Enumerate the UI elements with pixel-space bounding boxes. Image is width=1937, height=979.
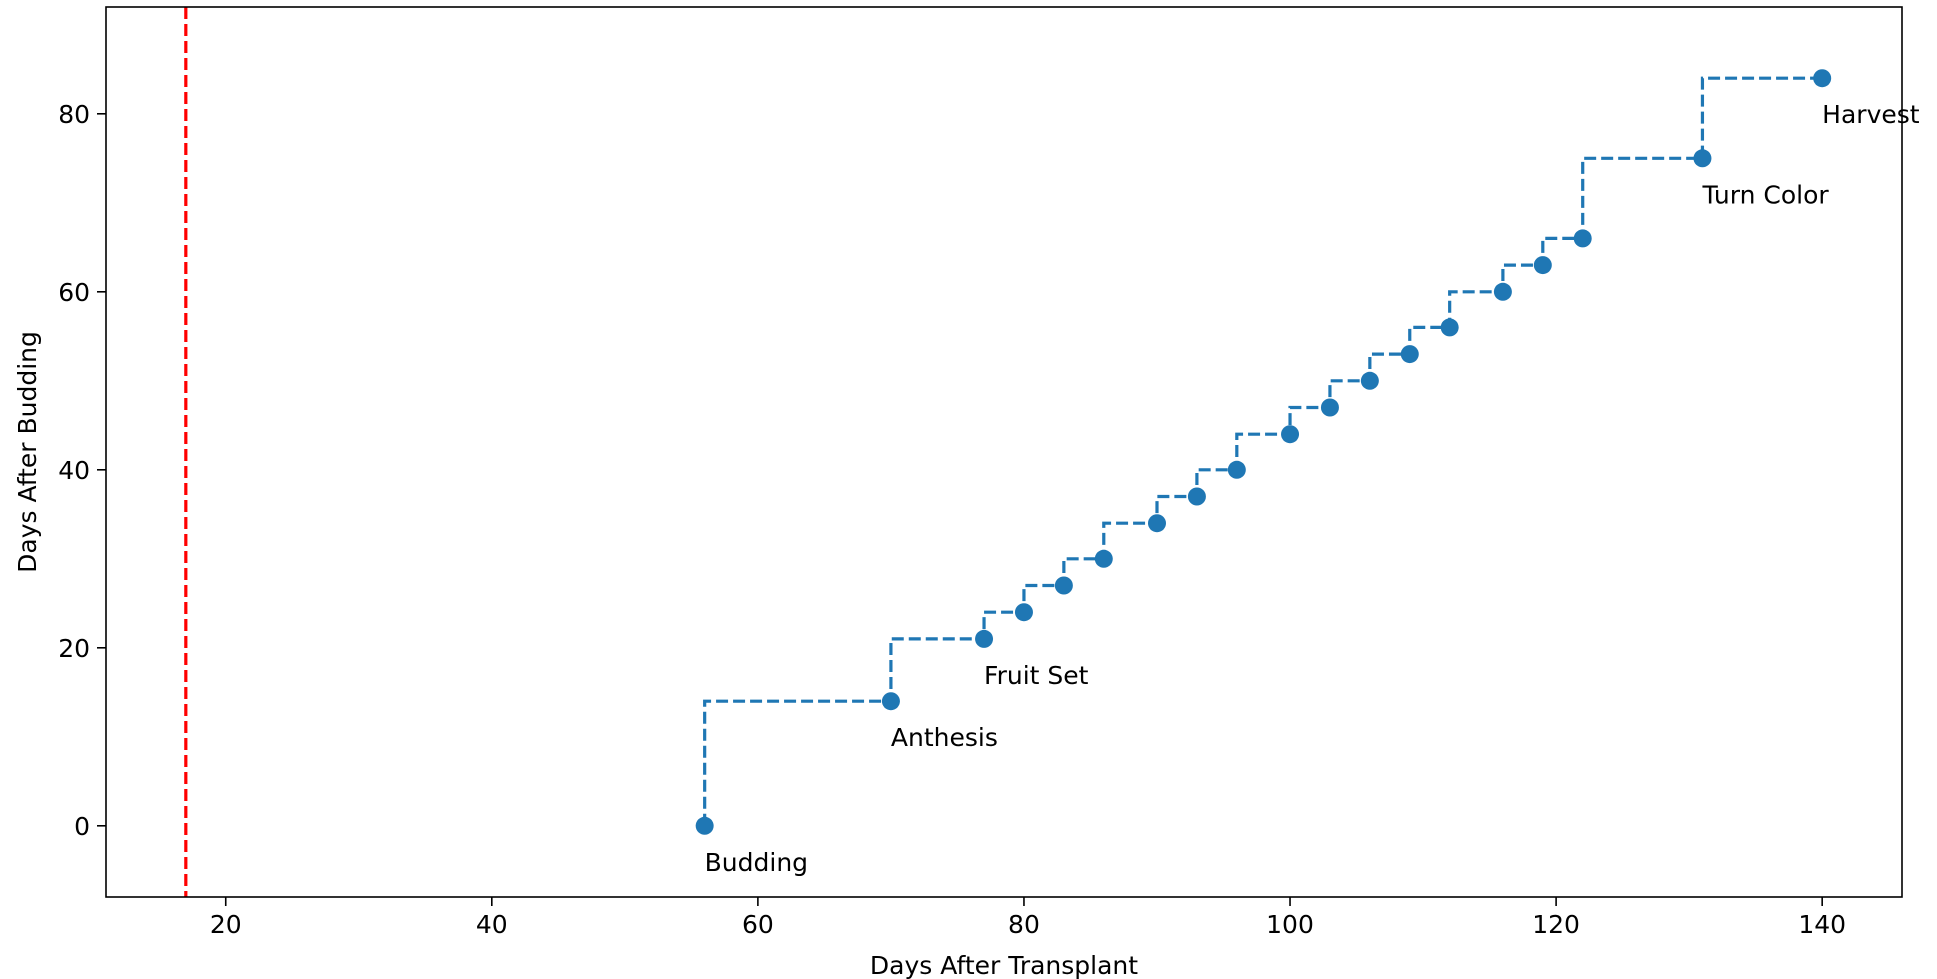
data-point bbox=[1693, 149, 1712, 168]
x-tick-label: 80 bbox=[1008, 910, 1040, 939]
stage-annotation: Anthesis bbox=[891, 723, 998, 752]
data-point bbox=[1147, 514, 1166, 533]
data-point bbox=[1493, 282, 1512, 301]
stage-annotation: Budding bbox=[705, 848, 808, 877]
stage-annotation: Harvest bbox=[1822, 100, 1920, 129]
data-point bbox=[1533, 256, 1552, 275]
y-tick-label: 0 bbox=[74, 812, 90, 841]
data-point bbox=[1281, 425, 1300, 444]
x-tick-label: 60 bbox=[742, 910, 774, 939]
y-axis-label: Days After Budding bbox=[13, 331, 42, 573]
data-point bbox=[1054, 576, 1073, 595]
data-point bbox=[975, 629, 994, 648]
data-point bbox=[695, 816, 714, 835]
data-point bbox=[1227, 460, 1246, 479]
data-point bbox=[1320, 398, 1339, 417]
x-tick-label: 20 bbox=[210, 910, 242, 939]
data-point bbox=[881, 692, 900, 711]
data-point bbox=[1813, 69, 1832, 88]
y-tick-label: 60 bbox=[58, 278, 90, 307]
plot-area bbox=[106, 7, 1902, 897]
stage-annotation: Turn Color bbox=[1701, 180, 1829, 209]
x-tick-label: 140 bbox=[1798, 910, 1846, 939]
data-point bbox=[1094, 549, 1113, 568]
y-tick-label: 80 bbox=[58, 100, 90, 129]
y-tick-label: 40 bbox=[58, 456, 90, 485]
x-tick-label: 120 bbox=[1532, 910, 1580, 939]
data-point bbox=[1400, 345, 1419, 364]
data-point bbox=[1014, 603, 1033, 622]
data-point bbox=[1187, 487, 1206, 506]
data-point bbox=[1440, 318, 1459, 337]
data-point bbox=[1573, 229, 1592, 248]
y-tick-label: 20 bbox=[58, 634, 90, 663]
stage-annotation: Fruit Set bbox=[984, 661, 1089, 690]
x-tick-label: 40 bbox=[476, 910, 508, 939]
data-point bbox=[1360, 371, 1379, 390]
plot-frame bbox=[105, 6, 1903, 898]
x-tick-label: 100 bbox=[1266, 910, 1314, 939]
x-axis-label: Days After Transplant bbox=[870, 951, 1138, 979]
